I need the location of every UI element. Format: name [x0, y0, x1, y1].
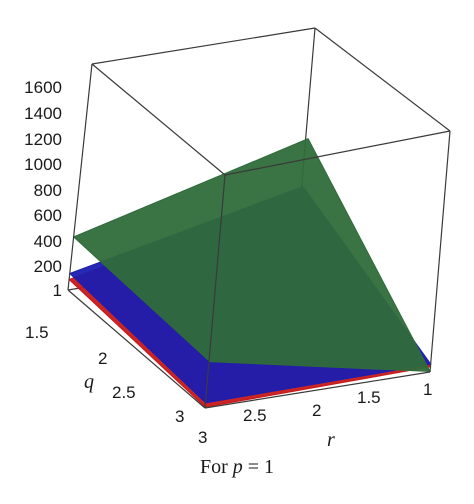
- r-axis-label: r: [327, 429, 335, 451]
- z-tick-1400: 1400: [24, 104, 62, 123]
- q-tick-1.5: 1.5: [25, 323, 49, 342]
- z-tick-1200: 1200: [24, 130, 62, 149]
- figure-caption: For p = 1: [0, 456, 474, 479]
- r-tick-2.5: 2.5: [243, 406, 267, 425]
- r-tick-1.5: 1.5: [357, 388, 381, 407]
- r-tick-3: 3: [198, 428, 207, 447]
- z-tick-400: 400: [34, 232, 62, 251]
- q-axis-label: q: [84, 371, 94, 393]
- z-tick-1600: 1600: [24, 78, 62, 97]
- tick-labels: 1 200 400 600 800 1000 1200 1400 1600 1.…: [24, 78, 432, 451]
- q-tick-2.5: 2.5: [112, 383, 136, 402]
- box-edge-vertical-front: [204, 174, 226, 409]
- box-edge-bottom-front-left: [67, 289, 206, 409]
- box-edge-vertical-left: [67, 63, 93, 291]
- r-tick-2: 2: [312, 401, 321, 420]
- q-tick-3: 3: [175, 407, 184, 426]
- q-tick-2: 2: [98, 349, 107, 368]
- box-edge-bottom-front-right: [204, 371, 431, 409]
- z-tick-1: 1: [53, 281, 62, 300]
- box-edge-top-front-right: [224, 130, 451, 176]
- box-edge-top-back-left: [91, 27, 316, 65]
- caption-prefix: For: [199, 456, 233, 478]
- caption-variable: p: [232, 456, 243, 478]
- box-edge-vertical-right: [429, 130, 451, 373]
- surfaces: [68, 138, 432, 408]
- z-tick-800: 800: [34, 181, 62, 200]
- r-tick-1: 1: [423, 380, 432, 399]
- bounding-box-front: [67, 27, 451, 409]
- box-edge-top-front-left: [91, 63, 226, 176]
- box-edge-top-back-right: [314, 27, 451, 132]
- z-tick-1000: 1000: [24, 155, 62, 174]
- surface-0: [72, 138, 431, 373]
- z-tick-600: 600: [34, 206, 62, 225]
- z-tick-200: 200: [34, 257, 62, 276]
- caption-suffix: = 1: [242, 456, 275, 478]
- surface-plot: 1 200 400 600 800 1000 1200 1400 1600 1.…: [24, 27, 451, 451]
